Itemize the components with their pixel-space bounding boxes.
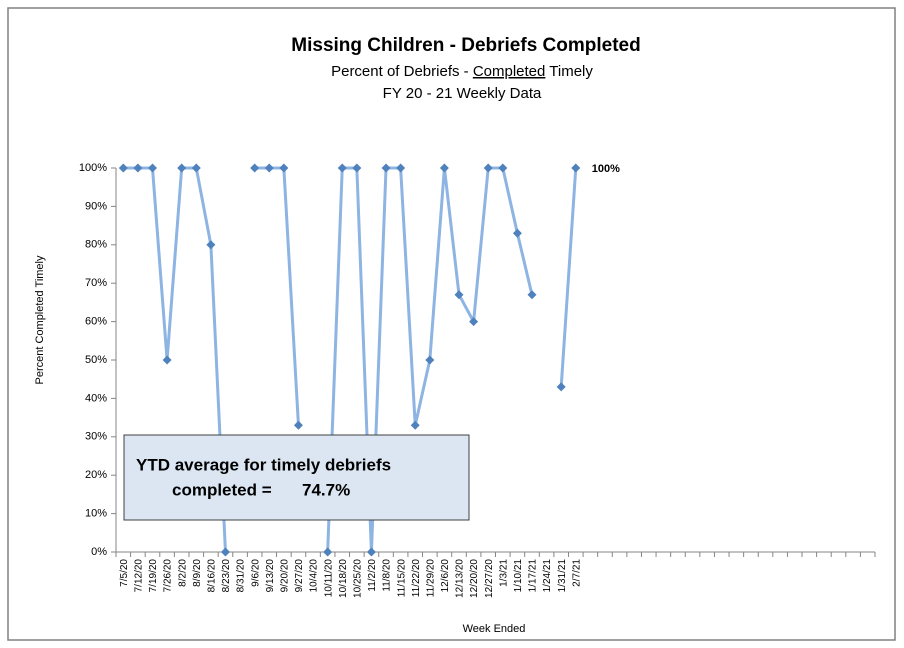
data-point: [118, 163, 128, 173]
data-point: [133, 163, 143, 173]
data-point: [279, 163, 289, 173]
data-point: [323, 547, 333, 557]
annotation-text: 74.7%: [302, 480, 350, 499]
x-tick-label: 10/4/20: [309, 559, 320, 593]
x-tick-label: 11/2/20: [367, 559, 378, 592]
x-tick-label: 9/6/20: [250, 559, 261, 587]
y-tick-label: 0%: [91, 546, 107, 558]
chart-subtitle: FY 20 - 21 Weekly Data: [383, 85, 542, 102]
x-tick-label: 11/22/20: [411, 559, 422, 598]
data-point: [177, 163, 187, 173]
x-tick-label: 8/31/20: [236, 559, 247, 593]
y-axis-title: Percent Completed Timely: [34, 255, 46, 384]
x-tick-label: 11/15/20: [396, 559, 407, 598]
x-tick-label: 11/8/20: [382, 559, 393, 592]
x-tick-label: 7/26/20: [163, 559, 174, 593]
x-tick-label: 10/25/20: [352, 559, 363, 598]
x-tick-label: 2/7/21: [571, 559, 582, 587]
y-tick-label: 100%: [79, 162, 107, 174]
data-point: [469, 317, 479, 327]
x-tick-label: 11/29/20: [425, 559, 436, 598]
data-point: [571, 163, 581, 173]
chart-title: Missing Children - Debriefs Completed: [291, 35, 640, 56]
data-point: [162, 355, 172, 365]
data-point: [366, 547, 376, 557]
data-point: [220, 547, 230, 557]
x-tick-label: 7/19/20: [148, 559, 159, 593]
chart-subtitle: Percent of Debriefs - Completed Timely: [331, 63, 593, 80]
x-tick-label: 12/13/20: [455, 559, 466, 598]
data-point: [439, 163, 449, 173]
y-tick-label: 40%: [85, 392, 107, 404]
x-tick-label: 12/20/20: [469, 559, 480, 598]
y-tick-label: 30%: [85, 431, 107, 443]
data-point: [512, 228, 522, 238]
data-point: [293, 420, 303, 430]
data-label: 100%: [592, 163, 620, 175]
data-point: [352, 163, 362, 173]
subtitle-part: Completed: [473, 63, 546, 80]
x-tick-label: 10/11/20: [323, 559, 334, 598]
data-point: [191, 163, 201, 173]
x-tick-label: 8/2/20: [177, 559, 188, 587]
x-tick-label: 10/18/20: [338, 559, 349, 598]
y-tick-label: 10%: [85, 508, 107, 520]
annotation-text: YTD average for timely debriefs: [136, 455, 391, 474]
data-point: [264, 163, 274, 173]
annotation-box: [123, 434, 470, 521]
data-point: [454, 290, 464, 300]
y-tick-label: 80%: [85, 239, 107, 251]
data-point: [206, 240, 216, 250]
annotation-text: completed =: [172, 480, 272, 499]
data-point: [556, 382, 566, 392]
data-point: [147, 163, 157, 173]
x-tick-label: 1/24/21: [542, 559, 553, 593]
data-point: [337, 163, 347, 173]
y-tick-label: 60%: [85, 316, 107, 328]
y-tick-label: 90%: [85, 200, 107, 212]
data-point: [498, 163, 508, 173]
y-tick-label: 70%: [85, 277, 107, 289]
y-tick-label: 50%: [85, 354, 107, 366]
x-tick-label: 9/13/20: [265, 559, 276, 593]
data-point: [527, 290, 537, 300]
x-tick-label: 9/20/20: [279, 559, 290, 593]
x-tick-label: 7/5/20: [119, 559, 130, 587]
data-point: [396, 163, 406, 173]
data-point: [250, 163, 260, 173]
x-tick-label: 12/27/20: [484, 559, 495, 598]
x-tick-label: 1/3/21: [498, 559, 509, 587]
x-tick-label: 7/12/20: [134, 559, 145, 593]
y-tick-label: 20%: [85, 469, 107, 481]
x-tick-label: 9/27/20: [294, 559, 305, 593]
data-point: [425, 355, 435, 365]
x-tick-label: 1/17/21: [528, 559, 539, 593]
x-tick-label: 12/6/20: [440, 559, 451, 593]
subtitle-part: Percent of Debriefs -: [331, 63, 473, 80]
chart-border: [7, 7, 896, 641]
series-line: [123, 166, 578, 554]
data-point: [381, 163, 391, 173]
subtitle-part: Timely: [545, 63, 593, 80]
x-tick-label: 1/31/21: [557, 559, 568, 593]
data-point: [483, 163, 493, 173]
data-point: [410, 420, 420, 430]
x-tick-label: 1/10/21: [513, 559, 524, 593]
x-tick-label: 8/23/20: [221, 559, 232, 593]
x-tick-label: 8/16/20: [207, 559, 218, 593]
x-axis-title: Week Ended: [463, 623, 526, 635]
x-tick-label: 8/9/20: [192, 559, 203, 587]
